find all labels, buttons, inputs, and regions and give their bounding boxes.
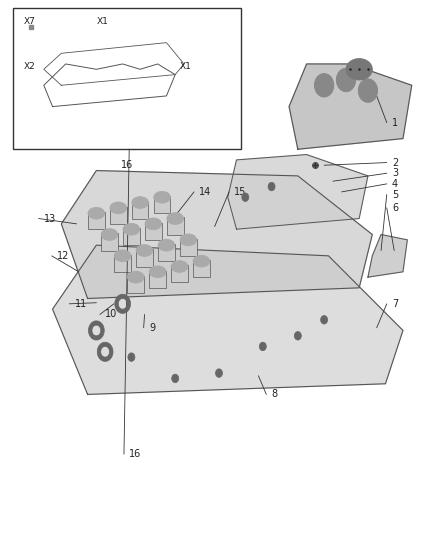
Polygon shape [53, 245, 403, 394]
Text: 10: 10 [105, 310, 117, 319]
Ellipse shape [110, 202, 127, 214]
Text: 2: 2 [392, 158, 398, 167]
Text: 8: 8 [272, 390, 278, 399]
Text: 12: 12 [57, 251, 69, 261]
Circle shape [294, 332, 301, 340]
Polygon shape [368, 235, 407, 277]
Circle shape [314, 74, 334, 97]
Ellipse shape [114, 250, 131, 262]
Ellipse shape [88, 207, 105, 219]
Circle shape [242, 193, 249, 201]
Ellipse shape [145, 218, 162, 230]
Text: 14: 14 [199, 187, 212, 197]
Bar [145, 223, 162, 240]
Bar [158, 244, 175, 261]
Bar [171, 265, 188, 282]
Circle shape [321, 316, 328, 324]
Bar [13, 8, 241, 149]
Polygon shape [289, 64, 412, 149]
Polygon shape [228, 155, 368, 229]
Bar [167, 217, 184, 235]
Ellipse shape [154, 191, 170, 203]
Ellipse shape [167, 213, 184, 224]
Bar [154, 196, 170, 213]
Bar [149, 271, 166, 288]
Circle shape [172, 374, 179, 383]
Text: X1: X1 [180, 62, 191, 71]
Bar [180, 239, 197, 256]
Ellipse shape [132, 197, 148, 208]
Circle shape [336, 68, 356, 92]
Ellipse shape [158, 239, 175, 251]
Ellipse shape [136, 245, 153, 256]
Text: 5: 5 [392, 190, 398, 199]
Circle shape [215, 369, 223, 377]
Text: X7: X7 [24, 17, 36, 26]
Bar [136, 249, 153, 266]
Text: 6: 6 [392, 203, 398, 213]
Text: 11: 11 [74, 299, 87, 309]
Text: X1: X1 [96, 17, 108, 26]
Bar [105, 56, 149, 87]
Bar [114, 255, 131, 272]
Text: 15: 15 [234, 187, 247, 197]
Ellipse shape [193, 255, 210, 267]
Text: 16: 16 [129, 449, 141, 459]
Polygon shape [44, 43, 184, 85]
Bar [101, 233, 118, 251]
Ellipse shape [127, 271, 144, 283]
Circle shape [128, 353, 135, 361]
Circle shape [259, 342, 266, 351]
Text: 1: 1 [392, 118, 398, 127]
Text: 7: 7 [392, 299, 398, 309]
Circle shape [268, 182, 275, 191]
Bar [110, 207, 127, 224]
Ellipse shape [123, 223, 140, 235]
Ellipse shape [171, 261, 188, 272]
Ellipse shape [101, 229, 118, 240]
Text: 13: 13 [44, 214, 56, 223]
Ellipse shape [346, 59, 372, 80]
Text: X2: X2 [24, 62, 36, 71]
Ellipse shape [149, 266, 166, 278]
Text: 4: 4 [392, 179, 398, 189]
Ellipse shape [180, 234, 197, 246]
Bar [123, 228, 140, 245]
Bar [127, 276, 144, 293]
Text: 3: 3 [392, 168, 398, 178]
Text: 16: 16 [121, 160, 133, 170]
Polygon shape [61, 171, 372, 298]
Bar [132, 201, 148, 219]
Bar [193, 260, 210, 277]
Text: 9: 9 [149, 323, 155, 333]
Circle shape [358, 79, 378, 102]
Bar [88, 212, 105, 229]
Bar [68, 21, 88, 37]
